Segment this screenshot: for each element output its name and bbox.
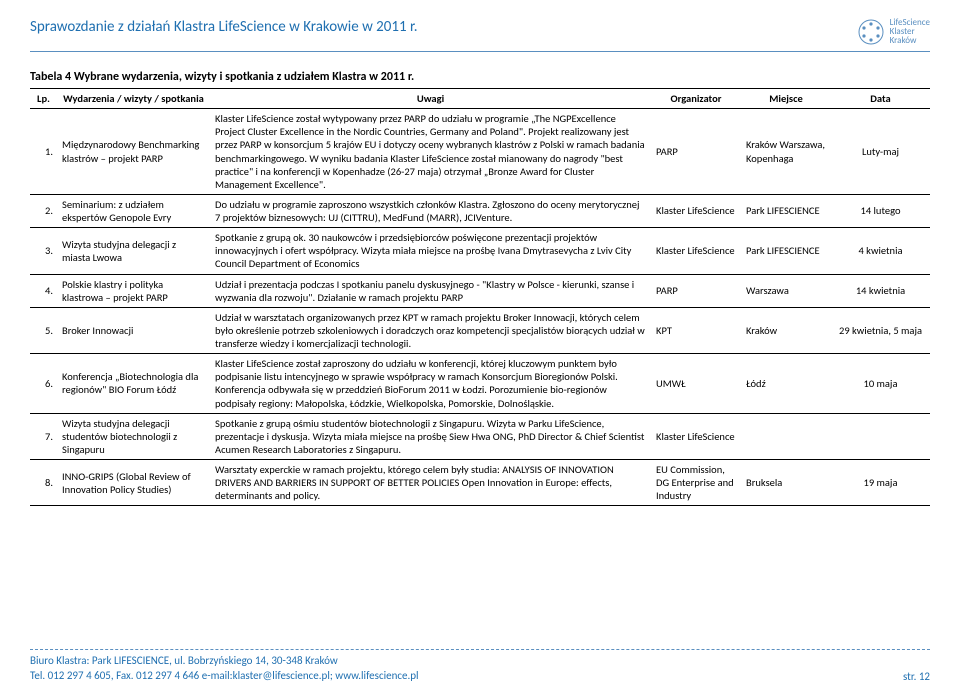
table-row: 6.Konferencja „Biotechnologia dla region… [30, 354, 930, 414]
cell-org: PARP [651, 274, 741, 307]
cell-date: 14 lutego [831, 194, 930, 227]
cell-event: Wizyta studyjna delegacji studentów biot… [57, 413, 210, 459]
col-event: Wydarzenia / wizyty / spotkania [57, 89, 210, 109]
table-caption: Tabela 4 Wybrane wydarzenia, wizyty i sp… [30, 70, 930, 84]
report-title: Sprawozdanie z działań Klastra LifeScien… [30, 18, 418, 36]
table-row: 4.Polskie klastry i polityka klastrowa –… [30, 274, 930, 307]
cell-org: UMWŁ [651, 354, 741, 414]
cell-lp: 8. [30, 460, 57, 506]
cell-notes: Warsztaty experckie w ramach projektu, k… [210, 460, 651, 506]
cell-lp: 3. [30, 228, 57, 274]
cell-lp: 5. [30, 307, 57, 353]
table-header-row: Lp. Wydarzenia / wizyty / spotkania Uwag… [30, 89, 930, 109]
footer-phone-email: Tel. 012 297 4 605, Fax. 012 297 4 646 e… [30, 669, 419, 683]
cell-notes: Spotkanie z grupą ośmiu studentów biotec… [210, 413, 651, 459]
cell-date: 14 kwietnia [831, 274, 930, 307]
cell-place: Łódź [741, 354, 831, 414]
cell-notes: Do udziału w programie zaproszono wszyst… [210, 194, 651, 227]
cell-event: Seminarium: z udziałem ekspertów Genopol… [57, 194, 210, 227]
table-row: 7.Wizyta studyjna delegacji studentów bi… [30, 413, 930, 459]
cell-lp: 6. [30, 354, 57, 414]
cell-place: Park LIFESCIENCE [741, 194, 831, 227]
footer-contact: Biuro Klastra: Park LIFESCIENCE, ul. Bob… [30, 654, 419, 683]
cell-org: Klaster LifeScience [651, 228, 741, 274]
cell-date: 4 kwietnia [831, 228, 930, 274]
cell-place [741, 413, 831, 459]
logo-icon [858, 19, 884, 45]
cell-place: Kraków Warszawa, Kopenhaga [741, 109, 831, 195]
cell-notes: Udział w warsztatach organizowanych prze… [210, 307, 651, 353]
cell-notes: Klaster LifeScience został wytypowany pr… [210, 109, 651, 195]
page-footer: Biuro Klastra: Park LIFESCIENCE, ul. Bob… [30, 649, 930, 683]
cell-lp: 2. [30, 194, 57, 227]
cell-date: Luty-maj [831, 109, 930, 195]
table-row: 2.Seminarium: z udziałem ekspertów Genop… [30, 194, 930, 227]
cell-org: Klaster LifeScience [651, 413, 741, 459]
events-table: Lp. Wydarzenia / wizyty / spotkania Uwag… [30, 88, 930, 506]
logo-line-3: Kraków [890, 36, 930, 45]
cell-event: Wizyta studyjna delegacji z miasta Lwowa [57, 228, 210, 274]
cell-place: Kraków [741, 307, 831, 353]
table-row: 8.INNO-GRIPS (Global Review of Innovatio… [30, 460, 930, 506]
cell-date: 29 kwietnia, 5 maja [831, 307, 930, 353]
cell-event: Konferencja „Biotechnologia dla regionów… [57, 354, 210, 414]
cell-org: EU Commission, DG Enterprise and Industr… [651, 460, 741, 506]
col-org: Organizator [651, 89, 741, 109]
page-number: str. 12 [903, 670, 930, 683]
cell-event: Polskie klastry i polityka klastrowa – p… [57, 274, 210, 307]
cell-org: Klaster LifeScience [651, 194, 741, 227]
cell-notes: Spotkanie z grupą ok. 30 naukowców i prz… [210, 228, 651, 274]
logo: LifeScience Klaster Kraków [858, 18, 930, 45]
table-row: 3.Wizyta studyjna delegacji z miasta Lwo… [30, 228, 930, 274]
table-row: 1.Międzynarodowy Benchmarking klastrów –… [30, 109, 930, 195]
cell-lp: 1. [30, 109, 57, 195]
col-notes: Uwagi [210, 89, 651, 109]
cell-lp: 7. [30, 413, 57, 459]
cell-date [831, 413, 930, 459]
cell-date: 19 maja [831, 460, 930, 506]
cell-date: 10 maja [831, 354, 930, 414]
cell-notes: Udział i prezentacja podczas I spotkaniu… [210, 274, 651, 307]
cell-event: INNO-GRIPS (Global Review of Innovation … [57, 460, 210, 506]
cell-place: Bruksela [741, 460, 831, 506]
page-header: Sprawozdanie z działań Klastra LifeScien… [30, 18, 930, 52]
logo-text: LifeScience Klaster Kraków [890, 18, 930, 45]
footer-address: Biuro Klastra: Park LIFESCIENCE, ul. Bob… [30, 654, 419, 668]
cell-org: PARP [651, 109, 741, 195]
cell-place: Park LIFESCIENCE [741, 228, 831, 274]
table-row: 5.Broker InnowacjiUdział w warsztatach o… [30, 307, 930, 353]
cell-lp: 4. [30, 274, 57, 307]
cell-org: KPT [651, 307, 741, 353]
cell-event: Międzynarodowy Benchmarking klastrów – p… [57, 109, 210, 195]
cell-notes: Klaster LifeScience został zaproszony do… [210, 354, 651, 414]
col-lp: Lp. [30, 89, 57, 109]
col-date: Data [831, 89, 930, 109]
cell-place: Warszawa [741, 274, 831, 307]
col-place: Miejsce [741, 89, 831, 109]
cell-event: Broker Innowacji [57, 307, 210, 353]
